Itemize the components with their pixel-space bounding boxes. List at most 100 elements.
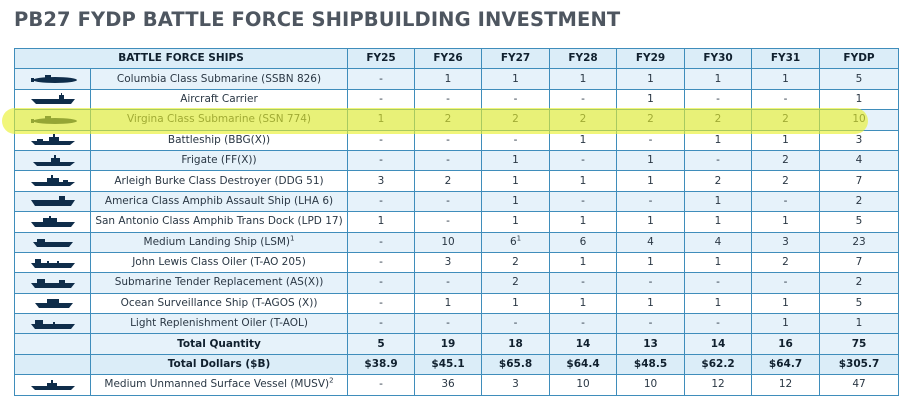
row-label: Total Dollars ($B) bbox=[89, 353, 349, 376]
cell-value: - bbox=[347, 374, 416, 396]
cell-value: 1 bbox=[751, 129, 821, 151]
cell-value: 1 bbox=[684, 211, 753, 233]
cell-value: - bbox=[549, 272, 618, 294]
cell-value: 10 bbox=[549, 374, 618, 396]
cell-value: 1 bbox=[819, 88, 900, 111]
column-header-fy30: FY30 bbox=[684, 47, 753, 70]
cell-value: - bbox=[414, 211, 483, 233]
cell-value: $38.9 bbox=[347, 353, 416, 376]
shipbuilding-table: BATTLE FORCE SHIPS FY25 FY26 FY27 FY28 F… bbox=[13, 47, 900, 396]
table-row: America Class Amphib Assault Ship (LHA 6… bbox=[14, 190, 900, 213]
cell-value: - bbox=[684, 313, 753, 335]
cell-value: 1 bbox=[684, 68, 753, 90]
cell-value: 2 bbox=[481, 109, 551, 131]
cell-value: 5 bbox=[819, 211, 900, 233]
tender-icon bbox=[14, 272, 91, 294]
cell-value: 3 bbox=[414, 251, 483, 274]
cell-value: $64.7 bbox=[751, 353, 821, 376]
cell-value: 10 bbox=[819, 109, 900, 131]
cell-value: - bbox=[549, 88, 618, 111]
cell-value: - bbox=[414, 88, 483, 111]
table-row: Ocean Surveillance Ship (T-AGOS (X)) -1 1 1… bbox=[14, 292, 900, 315]
surveillance-ship-icon bbox=[14, 292, 91, 315]
cell-value: 2 bbox=[481, 272, 551, 294]
cell-value: 12 bbox=[684, 374, 753, 396]
submarine-icon bbox=[14, 109, 91, 131]
cell-value: $65.8 bbox=[481, 353, 551, 376]
row-label: Medium Unmanned Surface Vessel (MUSV)2 bbox=[89, 374, 349, 396]
cell-value: 1 bbox=[751, 211, 821, 233]
cell-value: 2 bbox=[819, 190, 900, 213]
column-header-fy25: FY25 bbox=[347, 47, 416, 70]
cell-value: 18 bbox=[481, 333, 551, 355]
destroyer-icon bbox=[14, 170, 91, 192]
cell-value: 75 bbox=[819, 333, 900, 355]
table-row: John Lewis Class Oiler (T-AO 205) -3 2 1 1 1 2… bbox=[14, 251, 900, 274]
cell-value: 5 bbox=[347, 333, 416, 355]
row-label: Submarine Tender Replacement (AS(X)) bbox=[89, 272, 349, 294]
cell-value: 23 bbox=[819, 231, 900, 253]
cell-value: 1 bbox=[549, 68, 618, 90]
replenishment-oiler-icon bbox=[14, 313, 91, 335]
cell-value: - bbox=[684, 272, 753, 294]
row-label: Arleigh Burke Class Destroyer (DDG 51) bbox=[89, 170, 349, 192]
cell-value: 1 bbox=[549, 251, 618, 274]
cell-value: - bbox=[616, 272, 686, 294]
cell-value: - bbox=[684, 88, 753, 111]
cell-value: 1 bbox=[549, 170, 618, 192]
cell-value: - bbox=[481, 313, 551, 335]
row-label: Virgina Class Submarine (SSN 774) bbox=[89, 109, 349, 131]
cell-value: 1 bbox=[751, 292, 821, 315]
table-row: San Antonio Class Amphib Trans Dock (LPD… bbox=[14, 211, 900, 233]
cell-value: 2 bbox=[481, 251, 551, 274]
amphib-dock-icon bbox=[14, 211, 91, 233]
row-label: Ocean Surveillance Ship (T-AGOS (X)) bbox=[89, 292, 349, 315]
cell-value: - bbox=[549, 313, 618, 335]
cell-value: 2 bbox=[751, 109, 821, 131]
column-header-fy31: FY31 bbox=[751, 47, 821, 70]
table-row: Battleship (BBG(X)) - - -1-1 1 3 bbox=[14, 129, 900, 151]
cell-value: 19 bbox=[414, 333, 483, 355]
cell-value: - bbox=[481, 129, 551, 151]
cell-value: - bbox=[347, 190, 416, 213]
cell-value: 2 bbox=[751, 251, 821, 274]
cell-value: $64.4 bbox=[549, 353, 618, 376]
cell-value: 1 bbox=[549, 211, 618, 233]
row-label: Medium Landing Ship (LSM)1 bbox=[89, 231, 349, 253]
cell-value: 5 bbox=[819, 292, 900, 315]
cell-value: - bbox=[347, 68, 416, 90]
cell-value: - bbox=[414, 129, 483, 151]
table-row: Submarine Tender Replacement (AS(X)) - -2-… bbox=[14, 272, 900, 294]
row-label: Total Quantity bbox=[89, 333, 349, 355]
landing-ship-icon bbox=[14, 231, 91, 253]
cell-value: 4 bbox=[684, 231, 753, 253]
cell-value: - bbox=[616, 190, 686, 213]
cell-value: 7 bbox=[819, 170, 900, 192]
cell-value: 1 bbox=[616, 292, 686, 315]
cell-value: 36 bbox=[414, 374, 483, 396]
footnote-marker: 2 bbox=[329, 376, 334, 385]
cell-value: 61 bbox=[481, 231, 551, 253]
cell-value: - bbox=[481, 88, 551, 111]
column-header-ships: BATTLE FORCE SHIPS bbox=[13, 47, 349, 70]
cell-value: 1 bbox=[481, 170, 551, 192]
cell-value: 47 bbox=[819, 374, 900, 396]
cell-value: 14 bbox=[684, 333, 753, 355]
column-header-fy27: FY27 bbox=[481, 47, 551, 70]
cell-value: - bbox=[414, 272, 483, 294]
cell-value: - bbox=[347, 272, 416, 294]
usv-icon bbox=[14, 374, 91, 396]
cell-value: 1 bbox=[347, 109, 416, 131]
cell-value: 3 bbox=[819, 129, 900, 151]
cell-value: 1 bbox=[819, 313, 900, 335]
row-label: Light Replenishment Oiler (T-AOL) bbox=[89, 313, 349, 335]
cell-value: - bbox=[347, 292, 416, 315]
cell-value: 7 bbox=[819, 251, 900, 274]
cell-value: 1 bbox=[481, 211, 551, 233]
cell-value: 3 bbox=[481, 374, 551, 396]
cell-value: - bbox=[347, 313, 416, 335]
table-row: Arleigh Burke Class Destroyer (DDG 51) 3 2… bbox=[14, 170, 900, 192]
cell-value: - bbox=[616, 313, 686, 335]
cell-value: 2 bbox=[414, 170, 483, 192]
total-quantity-row: Total Quantity 5 19 18 14 13 14 16 75 bbox=[14, 333, 900, 355]
